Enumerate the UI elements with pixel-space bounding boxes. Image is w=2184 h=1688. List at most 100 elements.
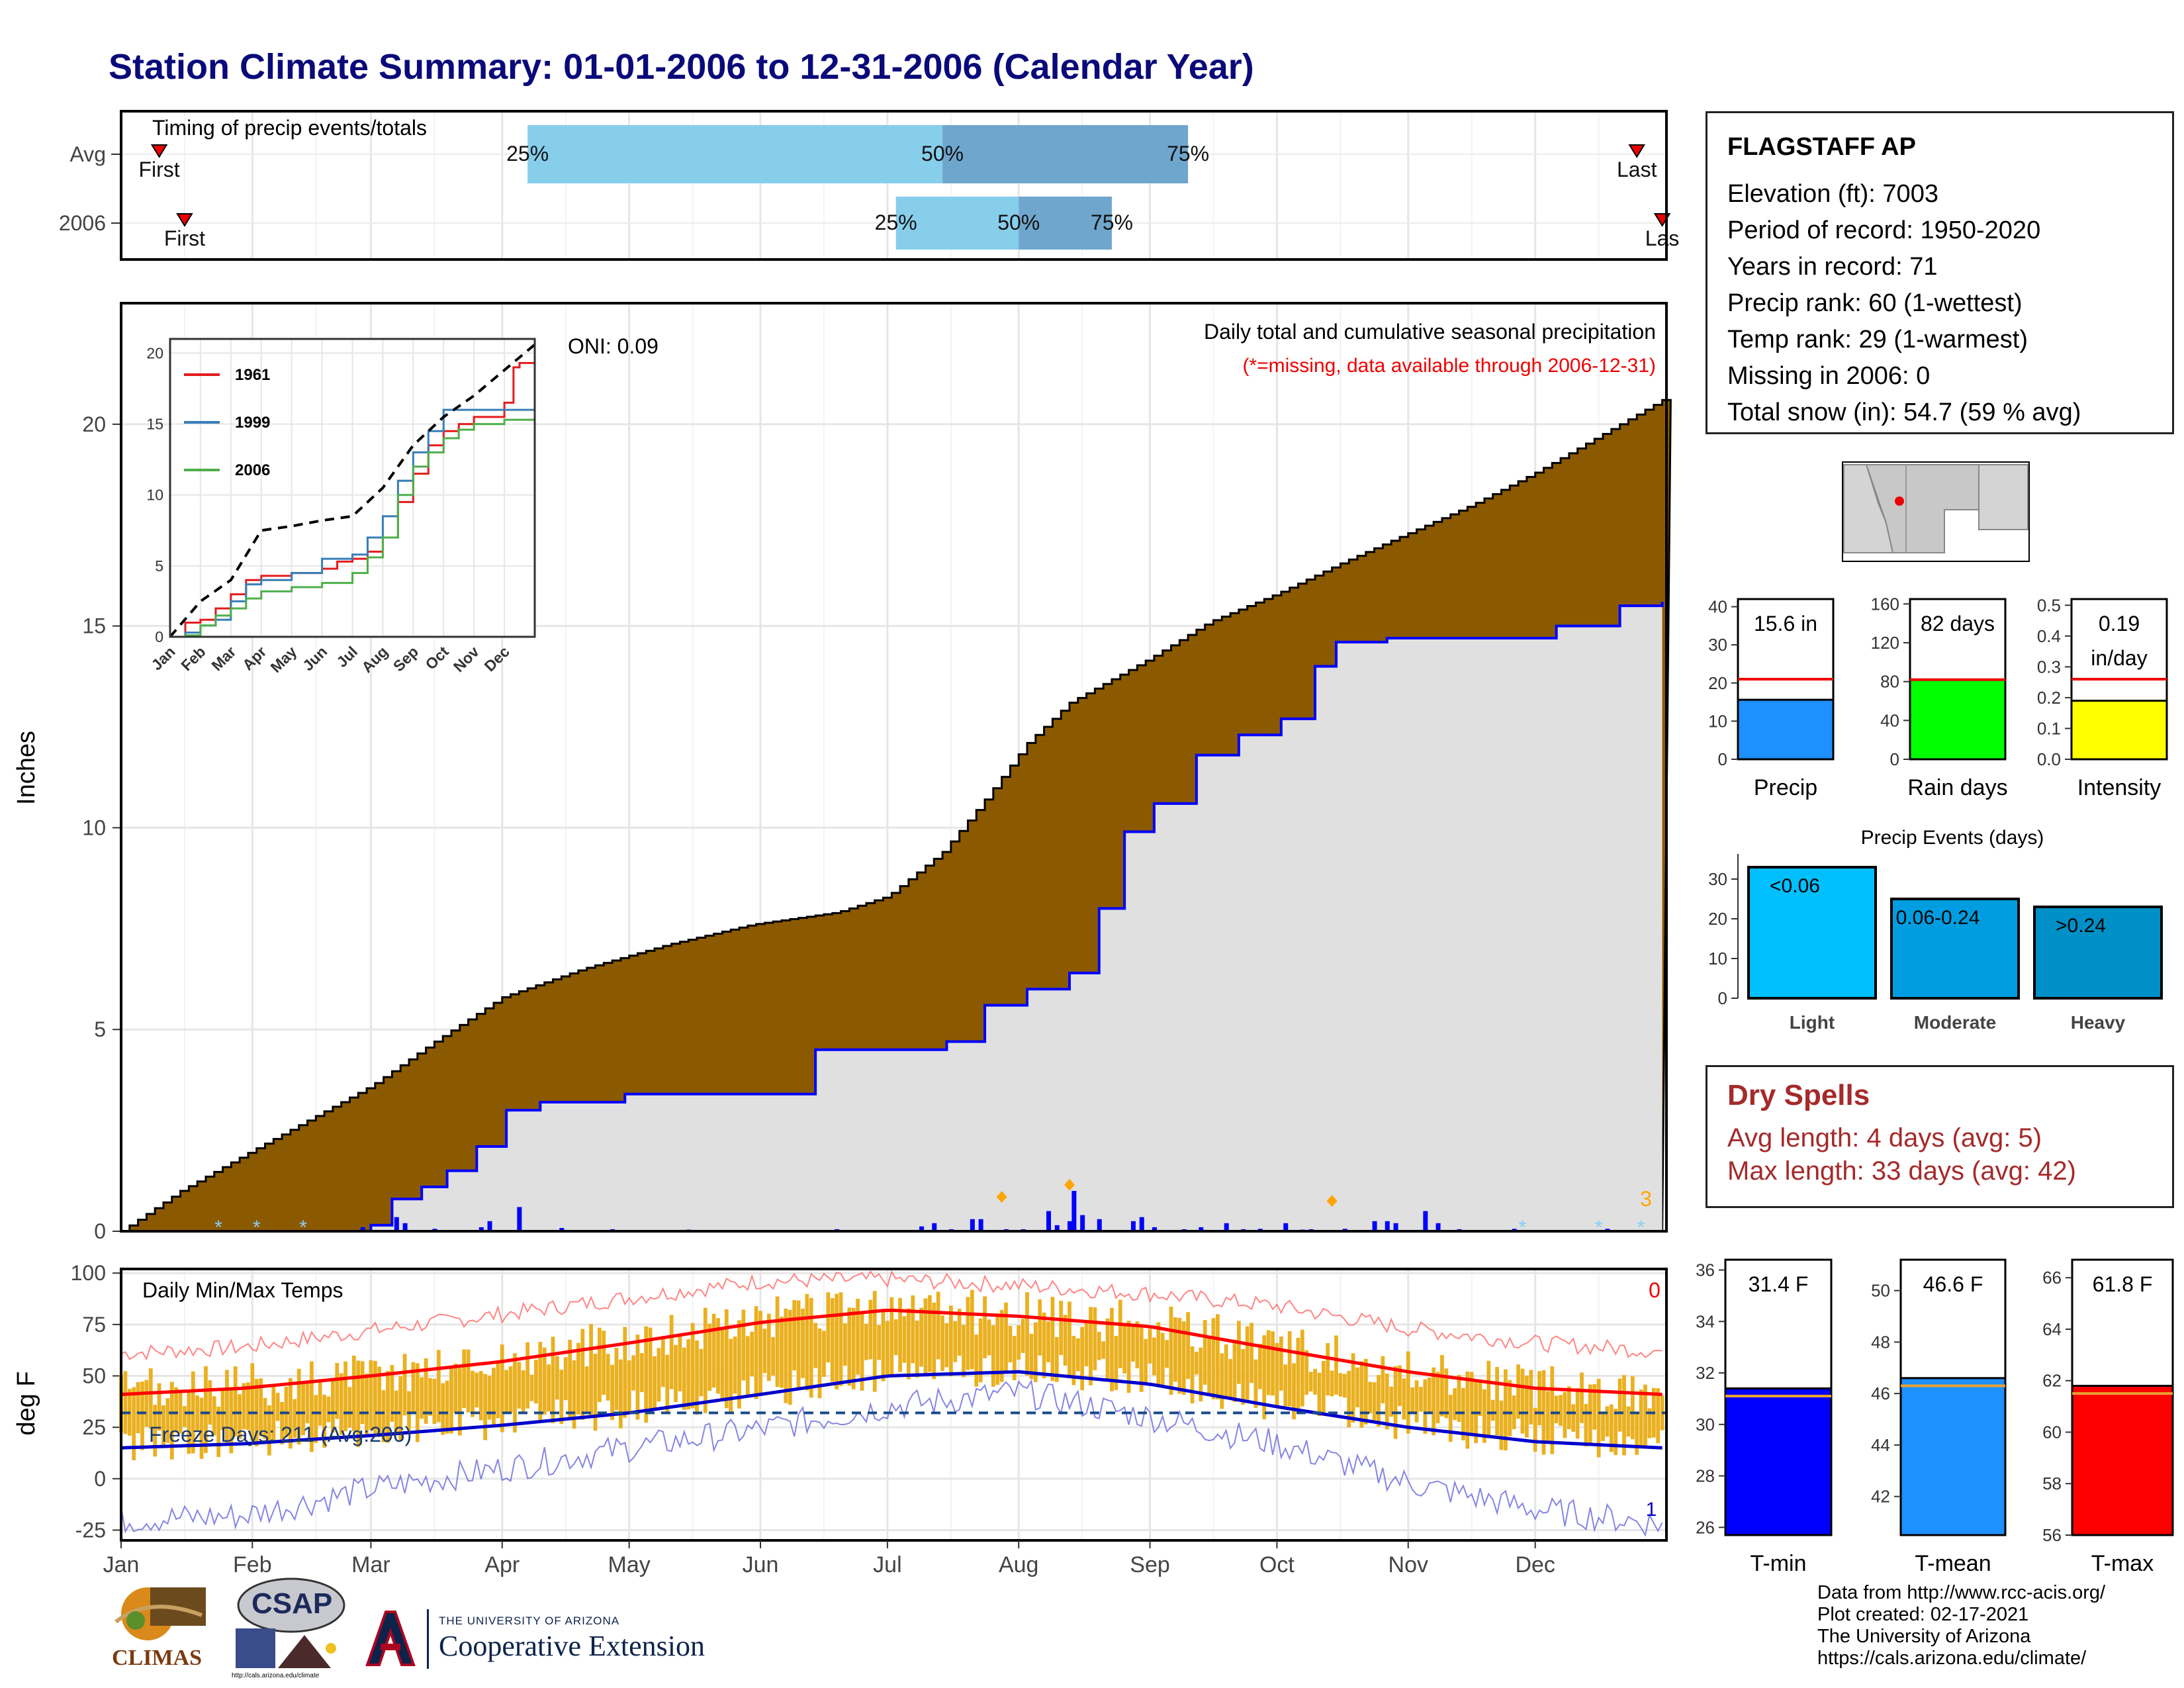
month-label: Oct (1259, 1552, 1295, 1577)
temp-daily-bar (471, 1370, 475, 1417)
snow-marker: * (1637, 1217, 1645, 1239)
temp-daily-bar (1617, 1378, 1622, 1432)
temp-daily-bar (953, 1321, 958, 1362)
temp-daily-bar (183, 1406, 187, 1427)
temp-daily-bar (165, 1398, 170, 1443)
temp-daily-bar (563, 1357, 568, 1401)
temp-daily-bar (627, 1360, 631, 1414)
temp-daily-bar (301, 1383, 305, 1436)
temp-daily-bar (250, 1363, 255, 1441)
temp-daily-bar (1393, 1366, 1398, 1439)
temp-daily-bar (1432, 1367, 1436, 1436)
timing-row-label: 2006 (59, 211, 106, 235)
snow-marker: * (1595, 1217, 1603, 1239)
temp-daily-bar (881, 1311, 886, 1382)
temp-mini-1-label: T-mean (1915, 1551, 1991, 1576)
dry-spells-title: Dry Spells (1727, 1079, 1870, 1111)
daily-precip-bar (1372, 1221, 1377, 1231)
temp-daily-bar (369, 1360, 373, 1430)
temp-daily-bar (1435, 1372, 1440, 1424)
daily-precip-bar (1393, 1223, 1398, 1231)
temp-daily-bar (1545, 1391, 1550, 1441)
daily-precip-bar (1199, 1227, 1204, 1231)
credits: Data from http://www.rcc-acis.org/ Plot … (1817, 1582, 2105, 1669)
station-snow: Total snow (in): 54.7 (59 % avg) (1727, 399, 2081, 426)
temp-mini-2-label: T-max (2091, 1551, 2154, 1576)
temp-daily-bar (860, 1311, 864, 1391)
temp-frame (120, 1268, 1668, 1542)
state-locator-map (1842, 461, 2030, 562)
timing-bar-upper (942, 125, 1189, 183)
temp-mini-2-ytick-label: 66 (2042, 1268, 2062, 1288)
inset-ytick-label: 5 (155, 557, 163, 575)
daily-precip-bar (1224, 1223, 1229, 1231)
daily-precip-bar (1385, 1221, 1390, 1231)
temp-daily-bar (432, 1378, 437, 1425)
month-label: Apr (484, 1552, 520, 1577)
timing-title: Timing of precip events/totals (152, 116, 427, 140)
temp-daily-bar (635, 1335, 640, 1420)
temp-daily-bar (1148, 1329, 1152, 1364)
precip-mini-1-bar (1909, 679, 2007, 761)
temp-ytick-label: 75 (82, 1313, 106, 1336)
temp-daily-bar (289, 1378, 293, 1449)
temp-mini-2-ytick-label: 56 (2042, 1525, 2062, 1545)
temp-record-min-line (120, 1379, 1663, 1537)
temp-daily-bar (1139, 1326, 1144, 1392)
temp-daily-bar (551, 1336, 555, 1423)
timing-bar-lower (895, 197, 1019, 250)
daily-precip-bar (1130, 1221, 1136, 1231)
temp-normal-max-line (120, 1308, 1662, 1396)
accum-label: Daily total and cumulative seasonal prec… (1204, 320, 1656, 344)
temp-daily-bar (1525, 1376, 1529, 1438)
temp-daily-bar (1563, 1391, 1567, 1438)
temp-daily-bar (898, 1297, 902, 1372)
temp-daily-bar (275, 1393, 280, 1421)
temp-daily-bar (504, 1370, 509, 1413)
temp-daily-bar (1126, 1321, 1131, 1393)
temp-daily-bar (584, 1366, 589, 1413)
temp-daily-bar (1029, 1333, 1034, 1380)
temp-daily-bar (1236, 1321, 1241, 1384)
temp-daily-bar (792, 1300, 797, 1371)
temp-daily-bar (699, 1348, 704, 1397)
temp-daily-bar (1050, 1297, 1055, 1382)
ua-block-a-icon (365, 1611, 416, 1666)
temp-mini-0-ytick-label: 32 (1696, 1363, 1715, 1383)
temp-daily-bar (1021, 1319, 1025, 1353)
precip-events-ytick-label: 10 (1708, 949, 1727, 968)
temp-daily-bar (1575, 1387, 1580, 1439)
temp-daily-bar (1271, 1331, 1275, 1396)
temp-daily-bar (542, 1347, 547, 1415)
temp-daily-bar (1334, 1335, 1338, 1395)
temp-daily-bar (208, 1380, 212, 1425)
temp-daily-bar (1495, 1366, 1499, 1436)
inset-ytick-label: 0 (155, 628, 163, 645)
temp-daily-bar (750, 1331, 754, 1377)
temp-daily-bar (999, 1309, 1004, 1382)
temp-daily-bar (242, 1383, 246, 1430)
temp-daily-bar (1550, 1366, 1555, 1454)
precip-mini-2-ytick-label: 0.5 (2037, 595, 2061, 615)
temp-daily-bar (1275, 1342, 1279, 1407)
station-temp-rank: Temp rank: 29 (1-warmest) (1727, 326, 2028, 353)
accum-ylabel: Inches (13, 731, 40, 805)
precip-events-ytick-label: 20 (1708, 909, 1727, 929)
temp-daily-bar (525, 1342, 530, 1409)
temp-daily-bar (1453, 1388, 1457, 1421)
month-label: Jul (873, 1552, 901, 1577)
temp-record-max-line (120, 1270, 1662, 1361)
temp-bottom-count: 1 (1646, 1499, 1657, 1521)
temp-daily-bar (1313, 1368, 1317, 1395)
temp-daily-bar (373, 1360, 377, 1434)
precip-mini-2-ytick-label: 0.0 (2037, 749, 2061, 769)
temp-daily-bar (1059, 1301, 1064, 1355)
temp-daily-bar (280, 1401, 284, 1444)
climas-wordmark: CLIMAS (112, 1646, 203, 1670)
temp-daily-bar (1199, 1347, 1203, 1401)
temp-daily-bar (978, 1318, 983, 1383)
temp-daily-bar (695, 1340, 699, 1415)
temp-daily-bar (140, 1382, 144, 1450)
temp-daily-bar (771, 1336, 776, 1376)
temp-daily-bar (347, 1387, 352, 1428)
